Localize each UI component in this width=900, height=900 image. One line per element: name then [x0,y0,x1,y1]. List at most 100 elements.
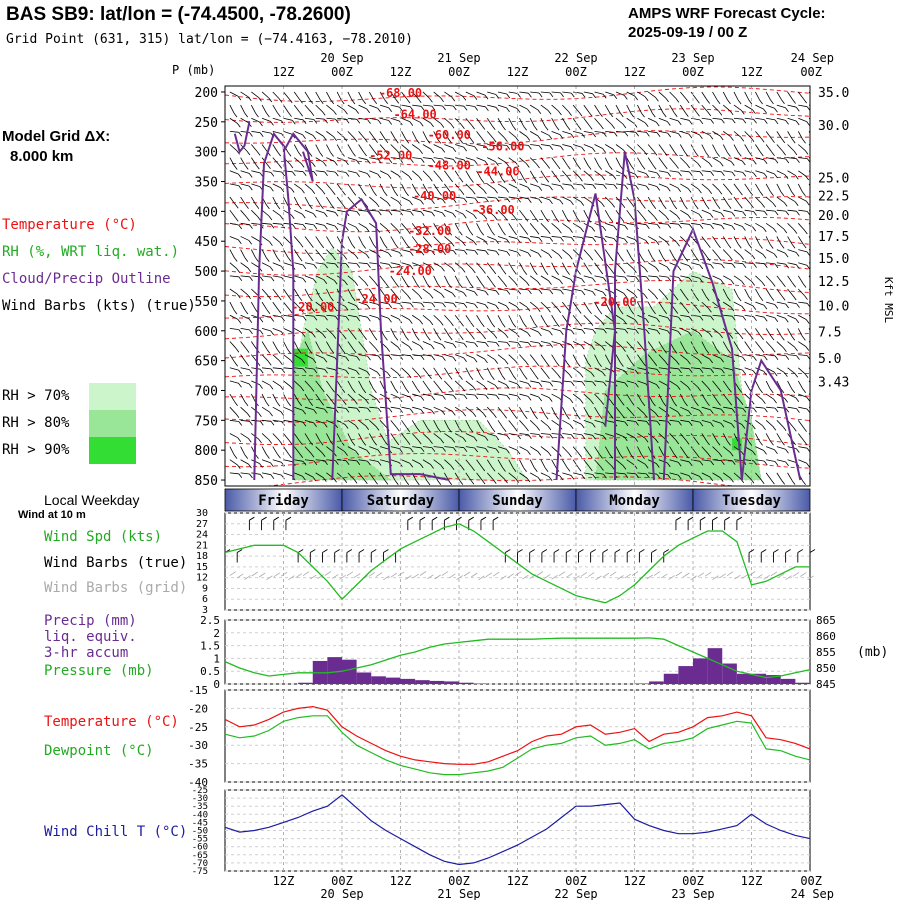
wind-barb [669,117,679,122]
wind-barb-flag [463,343,468,348]
wind-barb-flag [592,237,597,242]
wind-barb [765,288,772,297]
wind-barb-flag [720,422,725,428]
wind-barb [605,91,614,96]
pressure-tick-label: 850 [195,474,218,489]
wind-barb-flag [463,250,468,255]
wind-barb-flag [270,330,275,336]
wind-barb [476,209,485,216]
wind-barb [390,157,400,160]
wind-barb [594,170,603,177]
wind-barb-flag [491,230,495,236]
wind-barb [701,131,711,136]
wind-barb [787,301,797,304]
wind-barb [722,104,731,112]
wind-barb-flag [452,303,457,308]
wind-barb [444,446,454,448]
wind-barb-flag [785,120,789,125]
wind-barb-flag [759,151,764,157]
wind-barb-flag [470,178,474,183]
wind-barb [304,314,314,317]
wind-barb [304,262,314,265]
wind-barb-flag [345,226,349,231]
wind-barb-flag [635,329,639,334]
wind-barb-flag [528,342,532,347]
wind-barb-flag [710,171,715,176]
precip-tick-label: 1 [213,652,220,665]
wind-barb-flag [237,319,242,324]
wind-barb [508,315,514,324]
wind-barb [251,472,261,475]
wind-barb-flag [699,264,704,270]
wind-barb [497,196,507,199]
wind-barb-flag [374,151,379,156]
wind-barb-flag [760,479,765,485]
wind-barb [519,420,526,428]
wind-barb [604,301,610,311]
wind-barb [755,367,764,372]
wind-barb-flag [409,251,414,257]
wind-barb [594,367,603,373]
wind-barb [497,118,503,127]
wind-barb [765,91,771,101]
wind-barb-flag [269,411,273,417]
pressure-tick-label: 850 [816,662,836,675]
wind-barb-flag [527,237,532,243]
wind-barb [583,341,592,347]
wind-barb [251,262,260,268]
wind-barb-flag [448,230,453,236]
wind-barb [422,249,432,252]
true-wind-barb-flag [517,549,523,553]
wind-barb-flag [588,453,593,459]
wind-barb [680,314,690,318]
wind-barb [594,419,604,424]
wind-barb [401,249,411,253]
wind-barb [519,341,529,344]
wind-barb-flag [599,112,603,117]
wind-barb-flag [763,159,768,165]
wind-barb-flag [426,139,431,144]
wind-barb-flag [685,308,690,314]
wind-barb [744,288,750,298]
wind-barb [648,327,657,331]
wind-barb-flag [664,295,669,300]
wind-barb-flag [462,213,467,219]
height-tick-label: 20.0 [818,209,849,224]
wind-barb [444,275,449,285]
wind-barb-flag [570,184,575,190]
wind-barb-flag [794,175,799,180]
wind-barb [701,249,708,258]
wind-barb-flag [645,173,650,178]
wind-barb-flag [474,303,478,309]
wind-barb-flag [609,414,614,419]
wind-barb-flag [384,99,389,104]
top-date-label: 24 Sep [791,51,834,65]
wind-barb-flag [688,171,693,177]
wind-barb [401,446,411,449]
wind-barb-flag [244,112,249,118]
wind-barb [304,301,312,309]
wind-barb [733,131,742,138]
pressure-tick-label: 200 [195,86,218,101]
wind-barb [229,314,239,320]
wind-barb [358,446,367,451]
wind-barb-flag [354,281,359,286]
wind-barb [229,157,235,166]
wind-barb-flag [716,152,720,157]
wind-barb [787,183,793,193]
wind-barb-flag [613,132,618,137]
wind-barb-flag [244,401,249,407]
wind-barb [401,183,406,193]
wind-barb [712,354,721,359]
wind-barb-flag [646,132,650,137]
wind-barb-flag [399,448,403,453]
wind-barb [519,183,528,188]
wind-barb [476,406,484,414]
wind-barb-flag [438,374,443,380]
wind-barb-flag [288,308,293,314]
wind-barb [411,275,417,284]
wind-barb [304,183,313,191]
wind-barb-flag [343,137,348,142]
wind-barb [647,249,653,258]
wind-barb [733,472,741,480]
